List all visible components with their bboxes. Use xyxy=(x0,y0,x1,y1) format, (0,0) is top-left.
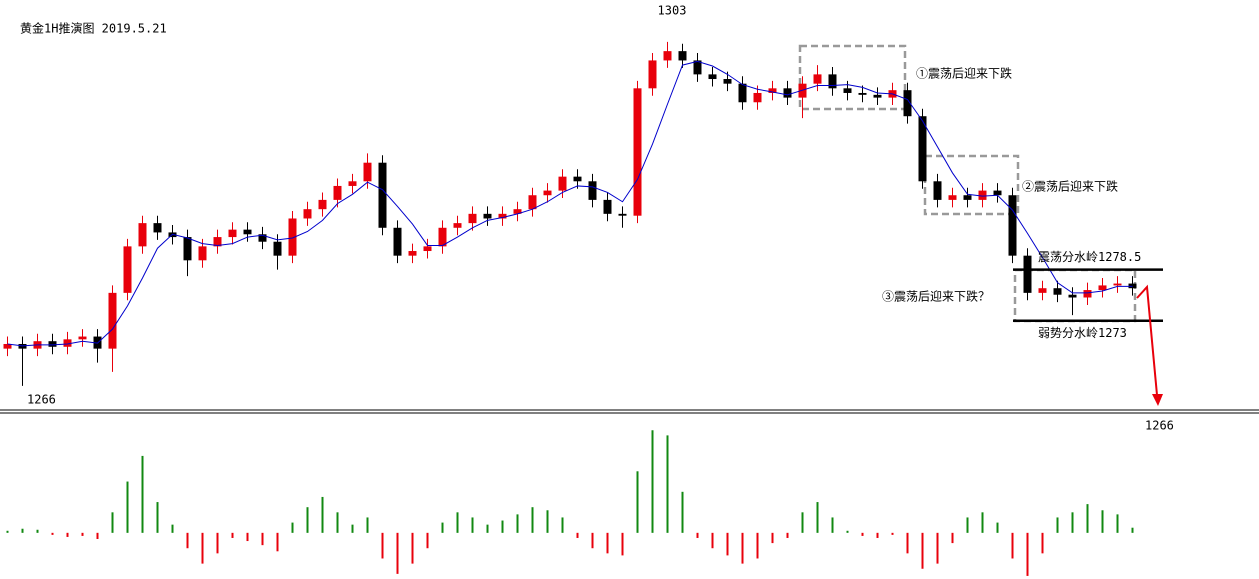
candle-body xyxy=(633,88,642,216)
candle-body xyxy=(678,51,687,61)
candle-body xyxy=(63,339,72,347)
target-label: 1266 xyxy=(1145,419,1174,433)
candle-body xyxy=(1053,288,1062,295)
candle-body xyxy=(858,92,867,95)
candle-body xyxy=(258,234,267,242)
candle-body xyxy=(1008,195,1017,256)
candle-body xyxy=(543,190,552,196)
candle-body xyxy=(408,251,417,256)
candle-body xyxy=(558,176,567,191)
candle-body xyxy=(3,343,12,349)
candle-body xyxy=(333,185,342,200)
candle-body xyxy=(423,246,432,252)
candle-body xyxy=(243,229,252,235)
low-label: 1266 xyxy=(27,393,56,407)
candle-body xyxy=(693,60,702,75)
candle-body xyxy=(213,237,222,247)
candle-body xyxy=(1083,290,1092,298)
candle-body xyxy=(993,190,1002,196)
candle-body xyxy=(228,229,237,238)
candle-body xyxy=(78,336,87,340)
level-label: 弱势分水岭1273 xyxy=(1038,326,1127,340)
candle-body xyxy=(783,88,792,98)
candle-body xyxy=(438,227,447,247)
candle-body xyxy=(138,223,147,247)
candle-body xyxy=(273,241,282,256)
candle-body xyxy=(753,92,762,103)
candle-body xyxy=(903,90,912,117)
candle-body xyxy=(318,199,327,210)
candle-body xyxy=(948,195,957,200)
annotation: ①震荡后迎来下跌 xyxy=(916,66,1012,81)
candle-body xyxy=(618,213,627,216)
candle-body xyxy=(1068,294,1077,298)
forecast-arrow xyxy=(1136,284,1158,396)
candle-body xyxy=(123,246,132,293)
candle-body xyxy=(648,60,657,89)
candle-body xyxy=(498,213,507,219)
candle-body xyxy=(1038,288,1047,293)
candle-body xyxy=(738,83,747,103)
candle-body xyxy=(348,181,357,186)
arrow-head xyxy=(1152,394,1163,406)
plot: 震荡分水岭1278.5 弱势分水岭1273 xyxy=(3,41,1163,576)
candle-body xyxy=(303,209,312,219)
candle-body xyxy=(663,51,672,61)
candle-body xyxy=(453,223,462,228)
candle-body xyxy=(978,190,987,200)
candle-body xyxy=(963,195,972,200)
candle-body xyxy=(1023,255,1032,293)
candle-body xyxy=(588,181,597,200)
candle-body xyxy=(513,209,522,214)
highlight-box xyxy=(923,154,1020,216)
candle-body xyxy=(468,213,477,224)
candle-body xyxy=(1113,283,1122,286)
candle-body xyxy=(603,199,612,214)
candle-body xyxy=(933,181,942,200)
candle-body xyxy=(183,237,192,261)
candle-body xyxy=(873,94,882,98)
candle-body xyxy=(363,162,372,182)
candle-body xyxy=(108,292,117,349)
candle-body xyxy=(918,116,927,182)
candle-body xyxy=(843,88,852,93)
annotation: ②震荡后迎来下跌 xyxy=(1022,179,1118,194)
candle-body xyxy=(483,213,492,219)
candle-body xyxy=(528,195,537,210)
candle-body xyxy=(723,79,732,84)
candle-body xyxy=(573,176,582,182)
annotation: ③震荡后迎来下跌？ xyxy=(882,289,990,304)
candle-body xyxy=(153,223,162,233)
highlight-box xyxy=(798,44,907,111)
candle-body xyxy=(768,88,777,93)
candle-body xyxy=(708,74,717,80)
candle-body xyxy=(813,74,822,84)
candle-body xyxy=(48,341,57,347)
candle-body xyxy=(198,246,207,261)
candle-body xyxy=(393,227,402,256)
level-label: 震荡分水岭1278.5 xyxy=(1038,250,1141,264)
candle-body xyxy=(1098,285,1107,291)
candle-body xyxy=(288,218,297,256)
high-label: 1303 xyxy=(658,4,687,18)
moving-average xyxy=(7,60,1133,347)
candle-body xyxy=(378,162,387,228)
chart-title: 黄金1H推演图 2019.5.21 xyxy=(20,21,167,36)
candle-body xyxy=(828,74,837,89)
